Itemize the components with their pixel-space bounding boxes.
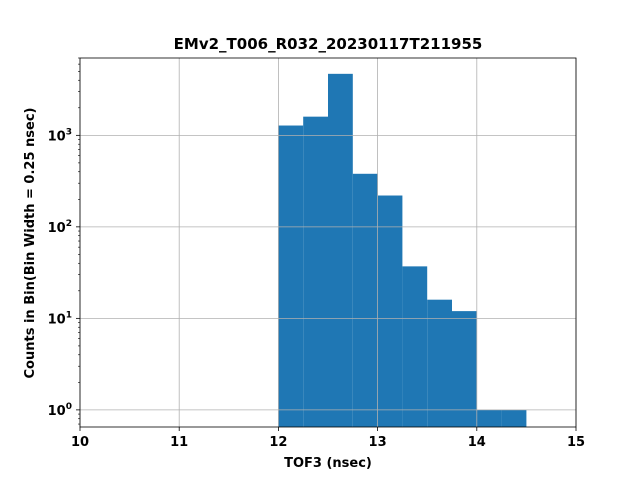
plot-area: 10 11 12 13 14 15 100 101 102 103 — [48, 57, 585, 450]
y-tick-label: 102 — [48, 219, 72, 236]
chart-title: EMv2_T006_R032_20230117T211955 — [174, 35, 483, 53]
y-tick-label: 100 — [48, 402, 72, 419]
x-tick-label: 11 — [170, 435, 188, 450]
y-axis-label: Counts in Bin(Bin Width = 0.25 nsec) — [23, 108, 38, 379]
x-tick-label: 14 — [468, 435, 486, 450]
histogram-bar — [352, 173, 378, 427]
histogram-bar — [303, 116, 328, 427]
histogram-bar — [427, 299, 452, 427]
x-tick-label: 10 — [71, 435, 89, 450]
x-tick-label: 12 — [269, 435, 287, 450]
histogram-bar — [501, 409, 527, 427]
histogram-bar — [452, 311, 477, 427]
histogram-bar — [328, 73, 353, 427]
x-tick-label: 15 — [567, 435, 585, 450]
histogram-bar — [476, 409, 502, 427]
axes-frame — [79, 57, 577, 428]
histogram-bar — [402, 266, 428, 427]
x-axis-label: TOF3 (nsec) — [284, 456, 372, 471]
y-tick-label: 103 — [48, 127, 72, 144]
histogram-bar — [377, 195, 403, 427]
x-tick-label: 13 — [369, 435, 387, 450]
histogram-bar — [278, 125, 304, 427]
y-tick-label: 101 — [48, 310, 72, 327]
